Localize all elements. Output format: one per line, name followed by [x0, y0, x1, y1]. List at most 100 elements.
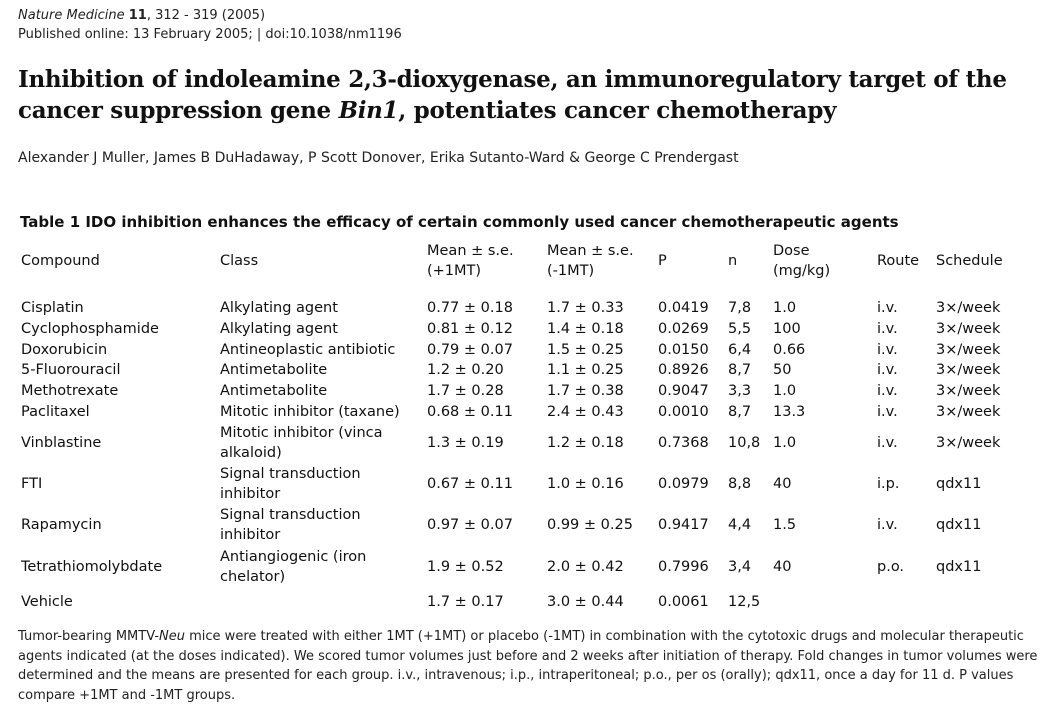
author-list: Alexander J Muller, James B DuHadaway, P…	[18, 150, 739, 166]
footnote-mouse-strain: Neu	[159, 629, 185, 644]
cell-dose: 13.3	[773, 403, 806, 420]
results-table: Compound Class Mean ± s.e. (+1MT) Mean ± …	[18, 236, 1013, 617]
cell-schedule: qdx11	[936, 476, 982, 493]
table-row: Paclitaxel Mitotic inhibitor (taxane) 0.…	[18, 401, 1013, 422]
cell-schedule: qdx11	[936, 517, 982, 534]
cell-schedule: qdx11	[936, 558, 982, 575]
cell-route: i.v.	[877, 383, 898, 400]
col-n: n	[728, 253, 738, 269]
table-header-row: Compound Class Mean ± s.e. (+1MT) Mean ± …	[18, 236, 1013, 286]
cell-n: 3,3	[728, 383, 752, 400]
cell-p: 0.0419	[658, 300, 709, 317]
table-row: FTI Signal transduction inhibitor 0.67 ±…	[18, 463, 1013, 504]
cell-class: Antiangiogenic (iron chelator)	[220, 548, 367, 585]
cell-schedule: 3×/week	[936, 383, 1001, 400]
cell-class	[217, 587, 424, 617]
cell-route: i.v.	[877, 434, 898, 451]
title-gene: Bin1	[338, 97, 399, 124]
cell-compound: Cyclophosphamide	[21, 321, 159, 338]
table-row: Methotrexate Antimetabolite 1.7 ± 0.28 1…	[18, 381, 1013, 402]
cell-mean-minus: 1.1 ± 0.25	[547, 362, 624, 379]
cell-compound: Tetrathiomolybdate	[21, 558, 163, 575]
cell-class: Antimetabolite	[220, 383, 328, 400]
cell-mean-minus: 1.5 ± 0.25	[547, 341, 624, 358]
table-row: Vehicle 1.7 ± 0.17 3.0 ± 0.44 0.0061 12,…	[18, 587, 1013, 617]
cell-compound: FTI	[21, 476, 43, 493]
publication-line: Published online: 13 February 2005; | do…	[18, 27, 402, 42]
cell-compound: Vinblastine	[21, 434, 102, 451]
cell-class: Signal transduction inhibitor	[220, 466, 361, 503]
cell-schedule: 3×/week	[936, 362, 1001, 379]
cell-p: 0.0979	[658, 476, 709, 493]
cell-p: 0.9047	[658, 383, 709, 400]
title-part2: , potentiates cancer chemotherapy	[398, 97, 837, 124]
title-part1: Inhibition of indoleamine 2,3-dioxygenas…	[18, 66, 1007, 124]
cell-mean-minus: 1.7 ± 0.38	[547, 383, 624, 400]
cell-compound: Doxorubicin	[21, 341, 108, 358]
cell-mean-plus: 1.3 ± 0.19	[427, 434, 504, 451]
footnote-part1: Tumor-bearing MMTV-	[18, 629, 160, 644]
cell-n: 12,5	[728, 594, 761, 611]
cell-route: i.v.	[877, 362, 898, 379]
cell-route: p.o.	[877, 558, 905, 575]
cell-n: 8,7	[728, 403, 752, 420]
col-route: Route	[877, 253, 920, 269]
table-row: Rapamycin Signal transduction inhibitor …	[18, 505, 1013, 546]
col-mean-minus: Mean ± s.e. (-1MT)	[547, 243, 634, 279]
table-caption: Table 1 IDO inhibition enhances the effi…	[20, 213, 899, 231]
cell-p: 0.0150	[658, 341, 709, 358]
cell-route	[874, 587, 933, 617]
journal-pages: , 312 - 319 (2005)	[146, 8, 266, 23]
col-p: P	[658, 253, 667, 269]
cell-dose: 1.5	[773, 517, 797, 534]
cell-class: Alkylating agent	[220, 300, 338, 317]
cell-dose: 40	[773, 476, 792, 493]
table-row: Cyclophosphamide Alkylating agent 0.81 ±…	[18, 319, 1013, 340]
cell-compound: Vehicle	[21, 594, 73, 611]
cell-mean-plus: 0.68 ± 0.11	[427, 403, 513, 420]
cell-n: 8,8	[728, 476, 752, 493]
cell-schedule: 3×/week	[936, 341, 1001, 358]
cell-compound: 5-Fluorouracil	[21, 362, 121, 379]
cell-p: 0.0061	[658, 594, 709, 611]
cell-n: 3,4	[728, 558, 752, 575]
col-dose: Dose (mg/kg)	[773, 243, 831, 279]
cell-mean-minus: 2.4 ± 0.43	[547, 403, 624, 420]
cell-route: i.v.	[877, 321, 898, 338]
cell-n: 8,7	[728, 362, 752, 379]
cell-n: 5,5	[728, 321, 752, 338]
cell-n: 6,4	[728, 341, 752, 358]
journal-volume: 11	[128, 8, 147, 23]
cell-p: 0.7996	[658, 558, 709, 575]
col-schedule: Schedule	[936, 253, 1003, 269]
journal-citation: Nature Medicine 11, 312 - 319 (2005)	[18, 6, 265, 25]
cell-route: i.v.	[877, 517, 898, 534]
table-row: Vinblastine Mitotic inhibitor (vinca alk…	[18, 422, 1013, 463]
cell-schedule: 3×/week	[936, 300, 1001, 317]
cell-dose: 100	[773, 321, 801, 338]
cell-mean-minus: 1.4 ± 0.18	[547, 321, 624, 338]
cell-class: Mitotic inhibitor (vinca alkaloid)	[220, 424, 383, 461]
footnote-part2: mice were treated with either 1MT (+1MT)…	[18, 629, 1038, 703]
cell-class: Antimetabolite	[220, 362, 328, 379]
cell-dose: 40	[773, 558, 792, 575]
cell-mean-plus: 0.97 ± 0.07	[427, 517, 513, 534]
cell-compound: Methotrexate	[21, 383, 119, 400]
cell-mean-plus: 0.67 ± 0.11	[427, 476, 513, 493]
cell-dose	[770, 587, 874, 617]
cell-mean-plus: 1.7 ± 0.28	[427, 383, 504, 400]
cell-mean-plus: 1.2 ± 0.20	[427, 362, 504, 379]
cell-p: 0.8926	[658, 362, 709, 379]
cell-n: 7,8	[728, 300, 752, 317]
cell-route: i.v.	[877, 341, 898, 358]
cell-compound: Rapamycin	[21, 517, 102, 534]
cell-mean-minus: 3.0 ± 0.44	[547, 594, 624, 611]
table-row: Cisplatin Alkylating agent 0.77 ± 0.18 1…	[18, 298, 1013, 319]
journal-name: Nature Medicine	[18, 8, 125, 23]
cell-schedule	[933, 587, 1013, 617]
article-title: Inhibition of indoleamine 2,3-dioxygenas…	[18, 64, 1038, 126]
cell-route: i.p.	[877, 476, 900, 493]
cell-class: Alkylating agent	[220, 321, 338, 338]
col-mean-plus: Mean ± s.e. (+1MT)	[427, 243, 514, 279]
cell-schedule: 3×/week	[936, 434, 1001, 451]
